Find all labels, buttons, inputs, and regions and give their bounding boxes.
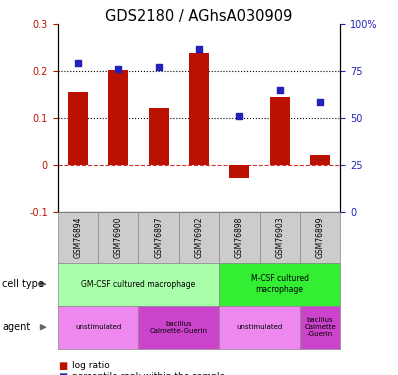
Text: GSM76899: GSM76899 <box>316 216 325 258</box>
Text: GSM76898: GSM76898 <box>235 216 244 258</box>
Text: GM-CSF cultured macrophage: GM-CSF cultured macrophage <box>81 280 195 289</box>
Text: ■: ■ <box>58 361 67 370</box>
Bar <box>68 92 88 165</box>
Text: cell type: cell type <box>2 279 44 289</box>
Text: agent: agent <box>2 322 30 332</box>
Point <box>156 63 162 70</box>
Bar <box>270 97 290 165</box>
Bar <box>148 108 169 165</box>
Bar <box>229 165 250 178</box>
Point <box>75 60 81 66</box>
Point <box>236 113 242 119</box>
Text: M-CSF cultured
macrophage: M-CSF cultured macrophage <box>251 274 309 294</box>
Text: GDS2180 / AGhsA030909: GDS2180 / AGhsA030909 <box>105 9 293 24</box>
Text: GSM76894: GSM76894 <box>73 216 82 258</box>
Text: bacillus
Calmette-Guerin: bacillus Calmette-Guerin <box>150 321 208 334</box>
Point <box>196 46 202 52</box>
Text: ■: ■ <box>58 372 67 375</box>
Text: GSM76900: GSM76900 <box>114 216 123 258</box>
Bar <box>108 70 129 165</box>
Text: GSM76903: GSM76903 <box>275 216 284 258</box>
Bar <box>310 154 330 165</box>
Point <box>277 87 283 93</box>
Text: unstimulated: unstimulated <box>236 324 283 330</box>
Text: GSM76902: GSM76902 <box>195 216 203 258</box>
Text: bacillus
Calmette
-Guerin: bacillus Calmette -Guerin <box>304 317 336 337</box>
Text: GSM76897: GSM76897 <box>154 216 163 258</box>
Text: unstimulated: unstimulated <box>75 324 121 330</box>
Text: log ratio: log ratio <box>72 361 109 370</box>
Point <box>317 99 323 105</box>
Text: percentile rank within the sample: percentile rank within the sample <box>72 372 225 375</box>
Point <box>115 66 121 72</box>
Bar <box>189 54 209 165</box>
